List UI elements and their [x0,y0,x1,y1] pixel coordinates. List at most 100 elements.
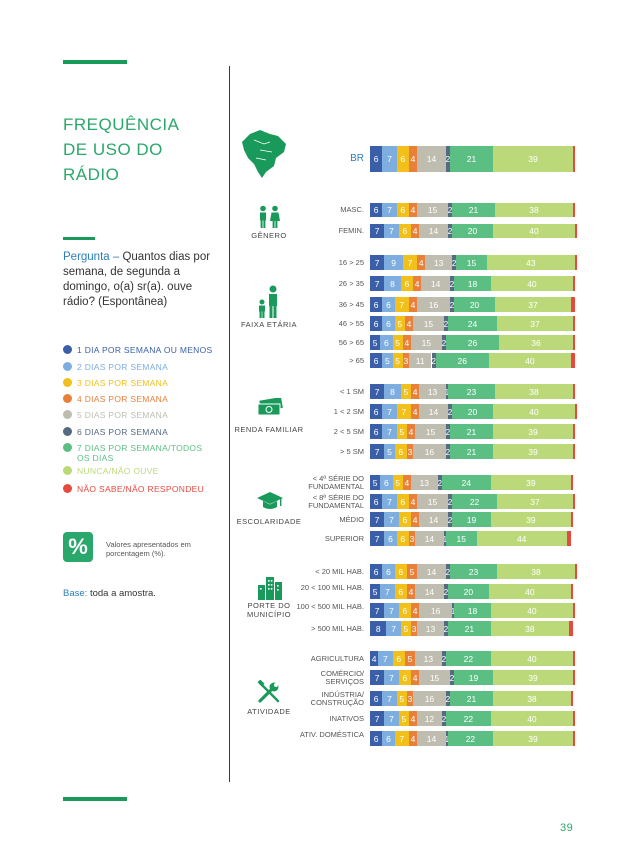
base-note: Base: toda a amostra. [63,588,156,599]
row-label: 56 > 65 [338,337,364,347]
segment-value: 6 [400,533,406,544]
segment-value: 26 [467,337,478,348]
segment-value: 7 [385,586,390,597]
bar-segment: 21 [449,444,493,459]
segment-value: 23 [468,566,479,577]
bar-segment: 15 [417,203,448,217]
segment-value: 4 [410,299,416,310]
segment-value: 13 [419,477,430,488]
segment-value: 18 [467,278,478,289]
bar-segment [572,670,575,685]
segment-value: 2 [449,278,455,289]
bar-segment: 6 [396,146,409,172]
bar-segment: 5 [396,424,407,439]
money-icon [257,398,283,416]
segment-value: 23 [466,386,477,397]
row-label: ATIV. DOMÉSTICA [299,729,364,739]
group-label: FAIXA ETÁRIA [240,320,298,329]
segment-value: 7 [382,653,388,664]
bar-segment: 5 [392,353,403,368]
legend-swatch [63,394,72,403]
row-label: AGRICULTURA [310,653,364,663]
segment-value: 2 [449,299,455,310]
bar-segment: 2 [445,424,450,439]
bar-segment: 14 [417,146,446,172]
segment-value: 4 [412,605,418,616]
segment-value: 40 [527,278,537,289]
bar-segment [570,297,575,312]
segment-value: 6 [373,299,379,310]
bar-segment: 16 [417,297,450,312]
segment-value: 6 [386,733,391,744]
brazil-map-icon [242,130,286,178]
segment-value: 4 [410,713,416,724]
bar-segment: 15 [411,335,442,350]
legend-swatch [63,466,72,475]
bar-segment: 4 [413,276,422,291]
legend-swatch [63,443,72,452]
row-label: 20 < 100 MIL HAB. [300,582,364,592]
bar-segment: 7 [382,203,397,217]
bar-segment: 4 [408,297,418,312]
tools-icon [257,680,280,703]
segment-value: 5 [372,337,378,348]
bar-segment [572,603,575,618]
segment-value: 2 [449,672,455,683]
bar-segment: 40 [488,353,571,368]
segment-value: 2 [445,693,450,704]
segment-value: 2 [452,257,457,268]
segment-value: 38 [531,566,541,577]
segment-value: 38 [529,205,539,215]
bar-segment: 3 [406,444,414,459]
bar-segment: 7 [402,255,418,270]
legend-label: 7 DIAS POR SEMANA/TODOS OS DIAS [77,443,203,463]
bar-segment: 5 [392,335,403,350]
bar-segment: 7 [370,670,385,685]
segment-value: 39 [526,514,536,525]
bar-segment: 7 [370,224,385,238]
segment-value: 7 [374,278,380,289]
bar-segment: 21 [447,621,491,636]
segment-value: 6 [402,514,408,525]
bar-segment: 23 [449,564,498,579]
segment-value: 7 [374,514,380,525]
bar-segment: 14 [415,584,444,599]
row-label: BR [350,153,364,164]
segment-value: 8 [375,623,381,634]
percent-note: Valores apresentados em porcentagem (%). [106,540,191,558]
bar-segment: 6 [370,316,383,331]
bar-segment: 4 [411,670,420,685]
bar-segment: 36 [499,335,573,350]
segment-value: 6 [398,446,404,457]
bar-segment: 7 [384,603,399,618]
segment-value: 4 [406,318,412,329]
bar-segment [568,621,573,636]
bar-segment [572,384,575,399]
row-label: MÉDIO [339,514,364,524]
segment-value: 16 [424,693,435,704]
segment-value: 7 [387,426,392,437]
bar-segment: 4 [370,651,379,666]
bar-segment: 18 [454,603,491,618]
segment-value: 19 [468,672,479,683]
segment-value: 40 [529,226,539,236]
segment-value: 4 [414,278,420,289]
bar-segment: 5 [392,475,403,490]
bar-segment: 6 [398,670,411,685]
bar-segment [570,353,575,368]
bar-segment: 7 [370,531,385,546]
segment-value: 2 [445,566,450,577]
bar-segment: 14 [415,531,444,546]
bar-segment: 7 [382,691,397,706]
question-label: Pergunta – [63,251,120,263]
segment-value: 7 [374,533,380,544]
segment-value: 5 [399,693,405,704]
bar-segment: 2 [441,651,446,666]
divider-line [229,66,230,782]
segment-value: 7 [399,733,405,744]
segment-value: 21 [466,154,477,164]
segment-value: 2 [447,406,452,417]
age-icon [259,285,277,318]
segment-value: 15 [456,533,466,544]
bar-segment: 16 [419,603,452,618]
